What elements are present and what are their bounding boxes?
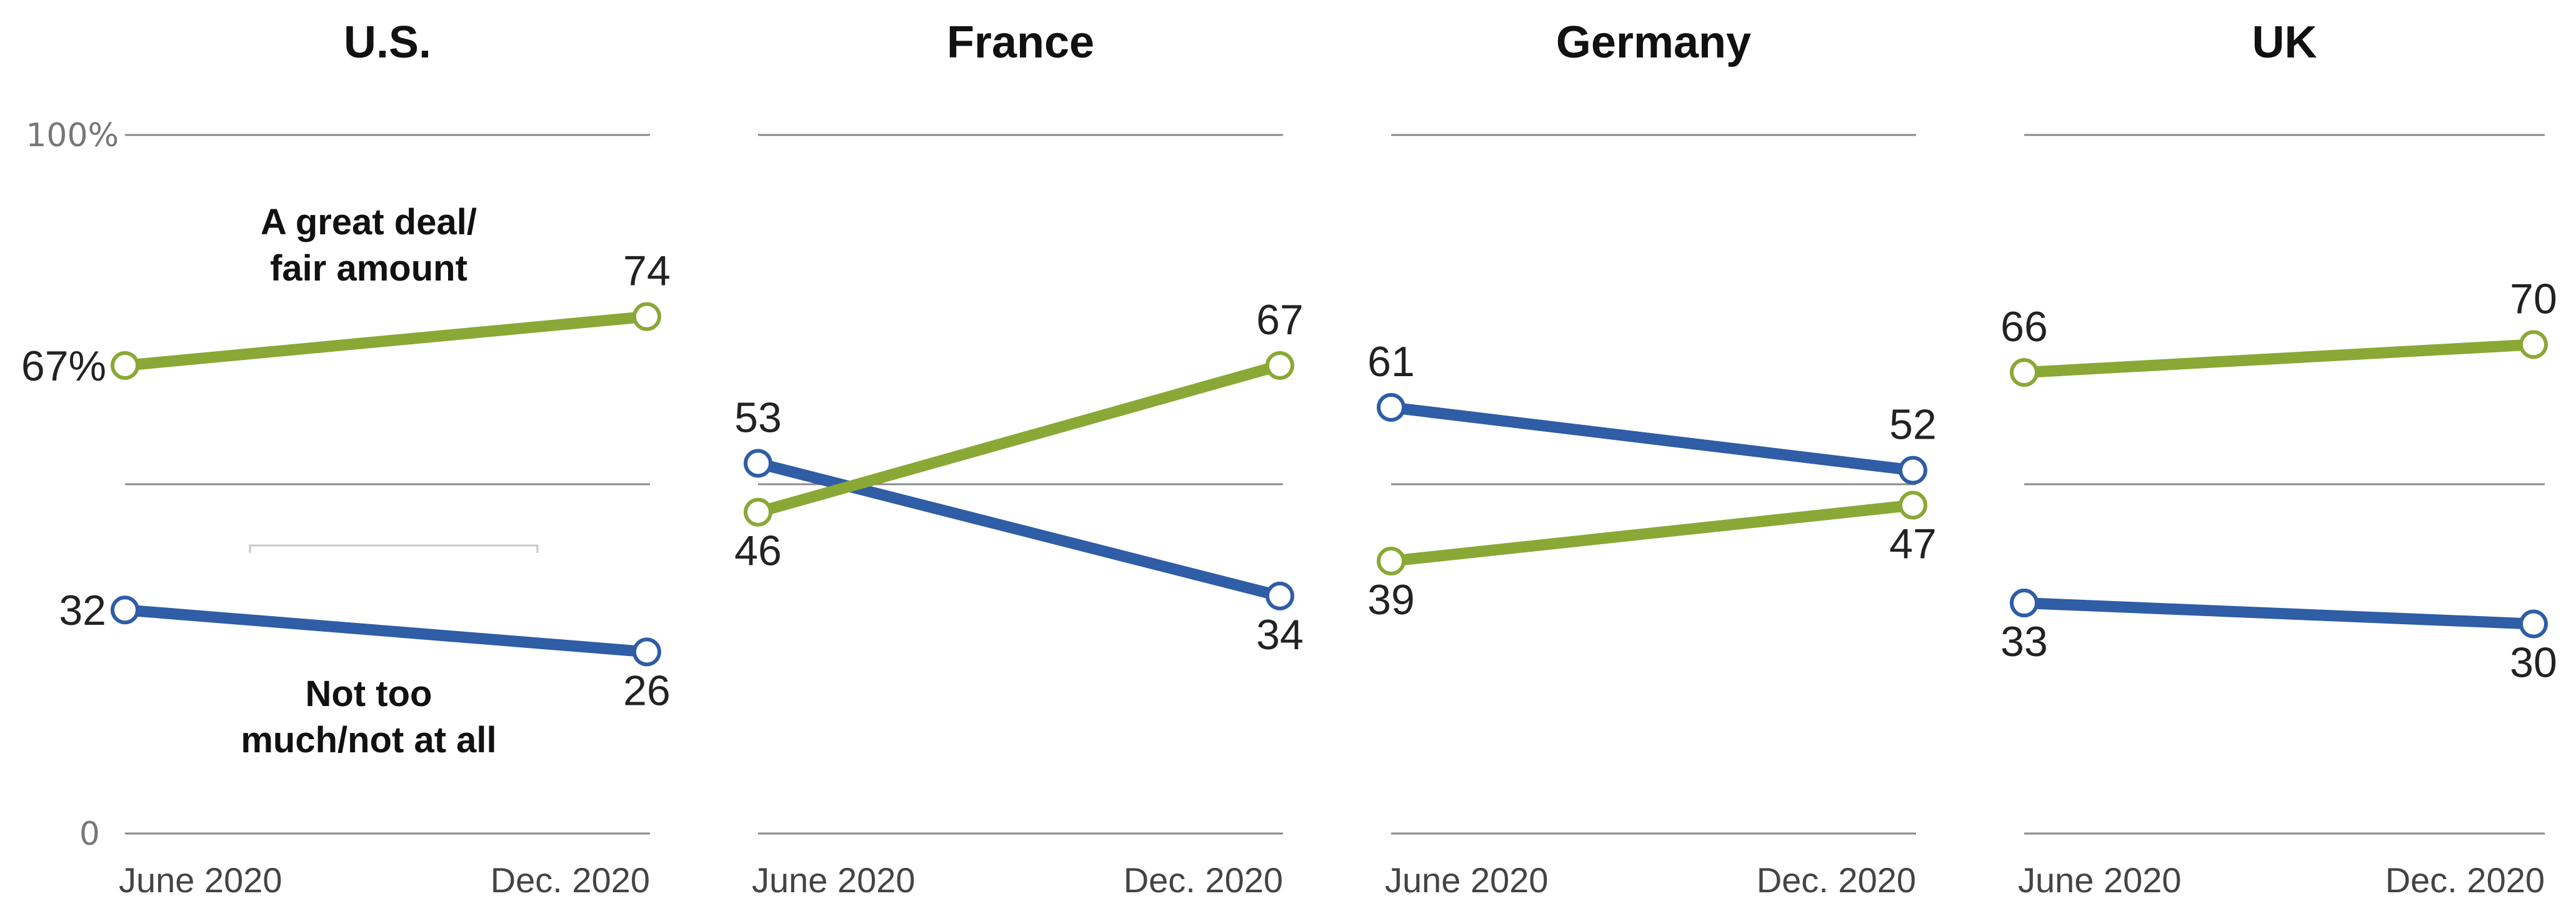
x-tick-label-france-0: June 2020: [752, 860, 916, 900]
x-tick-label-uk-0: June 2020: [2018, 860, 2182, 900]
data-point-great_deal-uk-1: [2519, 330, 2548, 359]
data-point-great_deal-france-1: [1266, 351, 1294, 380]
data-label-not_too_much-germany-0: 61: [1367, 338, 1415, 386]
data-label-great_deal-uk-0: 66: [2000, 303, 2048, 351]
data-point-great_deal-uk-0: [2010, 358, 2039, 387]
data-point-not_too_much-uk-0: [2010, 589, 2039, 618]
x-tick-label-germany-0: June 2020: [1385, 860, 1549, 900]
x-tick-label-germany-1: Dec. 2020: [1757, 860, 1916, 900]
data-point-great_deal-us-0: [111, 351, 139, 380]
series-line-not_too_much-us: [119, 604, 652, 658]
data-label-not_too_much-uk-0: 33: [2000, 618, 2048, 665]
panel-title-uk: UK: [2252, 17, 2317, 67]
data-point-not_too_much-us-1: [632, 637, 661, 667]
series-line-great_deal-germany: [1385, 499, 1919, 567]
data-label-not_too_much-us-1: 26: [623, 667, 671, 714]
data-label-not_too_much-germany-1: 52: [1889, 401, 1937, 449]
data-point-not_too_much-uk-1: [2519, 609, 2548, 639]
x-tick-label-us-1: Dec. 2020: [491, 860, 650, 900]
data-label-great_deal-us-1: 74: [623, 247, 671, 295]
x-tick-label-uk-1: Dec. 2020: [2385, 860, 2545, 900]
data-point-great_deal-germany-1: [1899, 490, 1927, 520]
data-point-great_deal-france-0: [744, 497, 772, 527]
data-label-great_deal-us-0: 67%: [21, 342, 106, 390]
y-tick-label-top: 100%: [26, 117, 119, 154]
data-point-not_too_much-germany-0: [1377, 393, 1405, 422]
data-point-not_too_much-france-1: [1266, 581, 1294, 610]
series-line-great_deal-france: [752, 359, 1286, 518]
data-point-not_too_much-france-0: [744, 449, 772, 478]
data-point-great_deal-germany-0: [1377, 546, 1405, 575]
series-line-not_too_much-uk: [2019, 597, 2539, 630]
data-label-not_too_much-us-0: 32: [59, 587, 106, 634]
x-tick-label-us-0: June 2020: [119, 860, 282, 900]
panel-title-us: U.S.: [344, 17, 431, 67]
panel-title-france: France: [947, 17, 1094, 67]
data-label-great_deal-germany-1: 47: [1889, 520, 1937, 568]
data-label-great_deal-uk-1: 70: [2510, 275, 2557, 322]
series-label-not_too_much: Not too much/not at all: [241, 674, 496, 760]
panel-title-germany: Germany: [1556, 17, 1751, 67]
series-label-great_deal: A great deal/fair amount: [261, 202, 477, 289]
series-line-great_deal-uk: [2019, 339, 2539, 379]
x-tick-label-france-1: Dec. 2020: [1124, 860, 1283, 900]
data-label-great_deal-france-1: 67: [1256, 296, 1304, 344]
data-point-great_deal-us-1: [632, 302, 661, 331]
data-label-great_deal-france-0: 46: [734, 527, 782, 575]
data-label-not_too_much-france-1: 34: [1256, 611, 1304, 659]
series-line-not_too_much-germany: [1385, 402, 1919, 476]
data-label-great_deal-germany-0: 39: [1367, 576, 1415, 624]
data-point-not_too_much-us-0: [111, 595, 139, 625]
series-line-great_deal-us: [119, 311, 652, 371]
y-tick-label-bottom: 0: [79, 815, 100, 853]
series-line-not_too_much-france: [752, 457, 1286, 602]
data-point-not_too_much-germany-1: [1899, 455, 1927, 485]
data-label-not_too_much-uk-1: 30: [2510, 639, 2557, 687]
label-bracket: [249, 544, 539, 553]
data-label-not_too_much-france-0: 53: [734, 394, 782, 441]
